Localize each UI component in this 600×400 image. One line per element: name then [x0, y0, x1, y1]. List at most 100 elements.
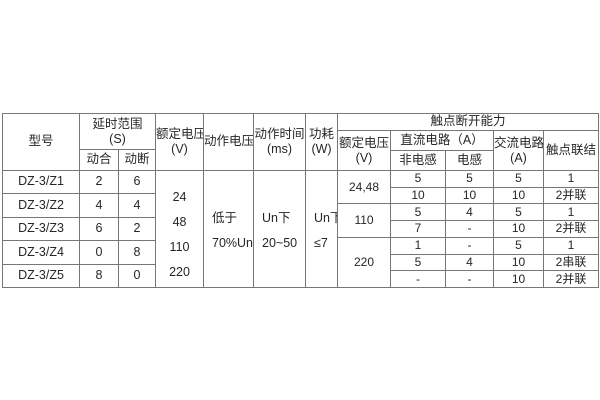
cell-connection: 2并联	[543, 270, 600, 288]
cell-ac-circuit: 10	[493, 220, 545, 238]
text-line: (A)	[510, 150, 527, 165]
text-line: 功耗	[309, 127, 335, 141]
text-line: Un下	[314, 211, 337, 225]
cell-model: DZ-3/Z4	[2, 240, 80, 265]
relay-spec-table: 型号 延时范围 (S) 额定电压 (V) 动作电压 动作时间 (ms) 功耗 (…	[2, 113, 600, 289]
cell-delay-open: 2	[117, 216, 157, 242]
cell-power: Un下 ≤7	[305, 170, 339, 288]
left-spec-table: 型号 延时范围 (S) 额定电压 (V) 动作电压 动作时间 (ms) 功耗 (…	[2, 113, 339, 289]
cell-dc-non-inductive: 5	[390, 203, 447, 222]
cell-model: DZ-3/Z3	[2, 216, 80, 242]
text-line: (V)	[355, 150, 373, 165]
cell-dc-inductive: 4	[445, 253, 495, 272]
cell-delay-close: 2	[79, 169, 119, 195]
table-row: 型号 延时范围 (S) 额定电压 (V) 动作电压 动作时间 (ms) 功耗 (…	[2, 113, 339, 171]
table-row: 5 4 10 2串联	[338, 253, 600, 272]
header-model: 型号	[2, 113, 80, 171]
table-row: DZ-3/Z3 6 2	[2, 216, 338, 242]
text-line: (W)	[311, 142, 332, 156]
table-row: DZ-3/Z2 4 4	[2, 193, 338, 218]
header-contact-rated-voltage: 额定电压 (V)	[337, 130, 392, 171]
cell-contact-voltage: 110	[337, 203, 392, 238]
cell-dc-inductive: 5	[445, 170, 495, 188]
cell-ac-circuit: 5	[493, 236, 545, 255]
cell-model: DZ-3/Z1	[2, 169, 80, 195]
text-line: 交流电路	[494, 135, 544, 150]
text-line: 动作时间	[254, 127, 305, 141]
cell-dc-non-inductive: 5	[390, 253, 447, 272]
table-row: 24,48 5 5 5 1	[337, 169, 600, 205]
cell-connection: 1	[543, 236, 600, 255]
cell-dc-non-inductive: 7	[390, 220, 447, 238]
cell-contact-voltage: 220	[337, 236, 392, 289]
text-line: Un下	[262, 211, 291, 225]
cell-dc-non-inductive: 10	[390, 186, 447, 205]
text-line: (V)	[171, 142, 188, 156]
text-line: 延时范围	[92, 116, 143, 131]
table-row: - - 10 2并联	[338, 270, 600, 288]
table-row: DZ-3/Z1 2 6 24 48 110 220 低于 70%Un Un下 2…	[2, 169, 339, 288]
cell-connection: 2串联	[543, 253, 600, 272]
text-line: (S)	[109, 131, 126, 146]
cell-connection: 2并联	[543, 186, 600, 205]
text-line: 220	[169, 265, 190, 279]
cell-ac-circuit: 5	[493, 203, 545, 222]
cell-delay-open: 8	[117, 240, 157, 265]
header-power: 功耗 (W)	[305, 113, 339, 171]
cell-ac-circuit: 10	[493, 186, 545, 205]
cell-model: DZ-3/Z2	[2, 193, 80, 218]
cell-dc-non-inductive: 5	[390, 170, 447, 188]
text-line: ≤7	[314, 236, 328, 250]
cell-dc-inductive: -	[445, 220, 495, 238]
cell-dc-inductive: -	[445, 236, 495, 255]
cell-rated-voltages: 24 48 110 220	[155, 170, 205, 288]
cell-delay-open: 6	[117, 169, 157, 195]
cell-delay-close: 6	[79, 216, 119, 242]
header-contact-connection: 触点联结	[543, 130, 600, 171]
header-delay-close: 动合	[79, 149, 119, 171]
cell-delay-close: 0	[79, 240, 119, 265]
text-line: 48	[172, 215, 187, 229]
header-inductive: 电感	[445, 150, 495, 171]
right-spec-table: 触点断开能力 额定电压 (V) 直流电路（A） 交流电路 (A) 触点联结 非电…	[337, 113, 600, 289]
table-row: 110 5 4 5 1	[337, 203, 600, 238]
cell-dc-non-inductive: -	[390, 270, 447, 288]
cell-operate-time: Un下 20~50	[253, 170, 307, 288]
text-line: 24	[172, 190, 187, 204]
table-row: 220 1 - 5 1	[337, 236, 600, 289]
header-contact-breaking-capacity: 触点断开能力	[337, 113, 600, 131]
cell-dc-inductive: 10	[445, 186, 495, 205]
cell-dc-inductive: -	[445, 270, 495, 288]
cell-connection: 2并联	[543, 220, 600, 238]
cell-delay-close: 8	[79, 263, 119, 289]
table-row: 额定电压 (V) 直流电路（A） 交流电路 (A) 触点联结	[337, 130, 600, 171]
header-non-inductive: 非电感	[390, 150, 447, 171]
header-delay-open: 动断	[117, 149, 157, 171]
text-line: 70%Un	[212, 236, 254, 250]
cell-connection: 1	[543, 203, 600, 222]
header-ac-circuit: 交流电路 (A)	[493, 130, 545, 171]
text-line: 低于	[212, 211, 238, 225]
header-operate-time: 动作时间 (ms)	[253, 113, 307, 171]
cell-ac-circuit: 10	[493, 253, 545, 272]
table-row: 触点断开能力	[337, 113, 600, 131]
text-line: 额定电压	[156, 127, 204, 141]
cell-model: DZ-3/Z5	[2, 263, 80, 289]
cell-delay-open: 4	[117, 193, 157, 218]
cell-delay-close: 4	[79, 193, 119, 218]
table-row: 7 - 10 2并联	[338, 220, 600, 238]
header-rated-voltage: 额定电压 (V)	[155, 113, 205, 171]
cell-dc-inductive: 4	[445, 203, 495, 222]
header-delay-range: 延时范围 (S)	[78, 113, 157, 150]
cell-operate-voltage: 低于 70%Un	[203, 170, 255, 288]
header-operate-voltage: 动作电压	[203, 113, 255, 171]
table-row: 非电感 电感	[338, 150, 599, 171]
cell-ac-circuit: 10	[493, 270, 545, 288]
text-line: 额定电压	[339, 135, 390, 150]
table-row: DZ-3/Z5 8 0	[2, 263, 338, 289]
text-line: 20~50	[262, 236, 298, 250]
text-line: 110	[169, 240, 190, 254]
cell-delay-open: 0	[117, 263, 157, 289]
cell-connection: 1	[543, 170, 600, 188]
